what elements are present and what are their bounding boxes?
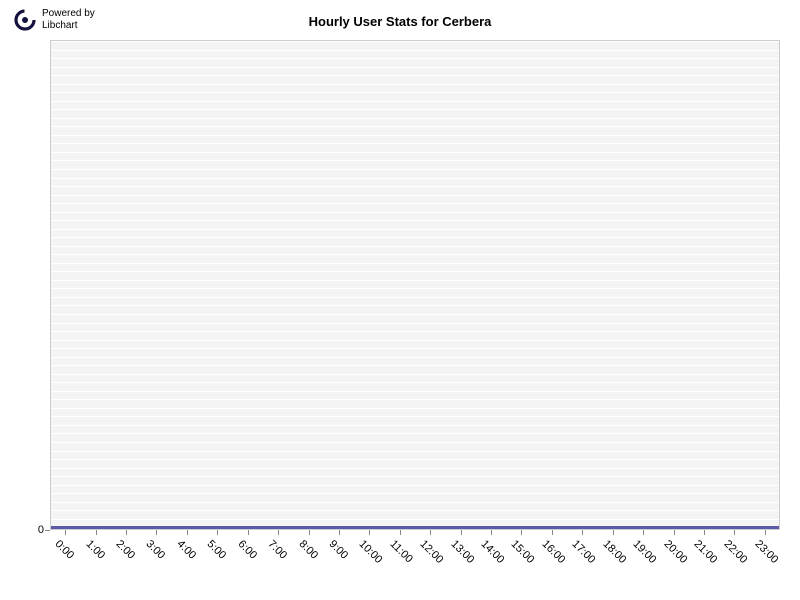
plot-area xyxy=(50,40,780,530)
gridline xyxy=(51,502,779,503)
gridline xyxy=(51,433,779,434)
gridline xyxy=(51,510,779,511)
gridline xyxy=(51,365,779,366)
gridline xyxy=(51,212,779,213)
gridline xyxy=(51,280,779,281)
branding-text: Powered by Libchart xyxy=(42,8,95,32)
gridline xyxy=(51,425,779,426)
gridline xyxy=(51,169,779,170)
gridline xyxy=(51,118,779,119)
gridline xyxy=(51,297,779,298)
gridline xyxy=(51,408,779,409)
gridline xyxy=(51,271,779,272)
x-axis-label: 20:00 xyxy=(661,538,689,566)
x-axis-label: 11:00 xyxy=(387,538,414,565)
gridline xyxy=(51,288,779,289)
gridline xyxy=(51,451,779,452)
x-axis-label: 2:00 xyxy=(114,538,138,562)
x-axis-label: 4:00 xyxy=(174,538,198,562)
x-axis-label: 22:00 xyxy=(722,538,750,566)
powered-by-line1: Powered by xyxy=(42,8,95,20)
gridline xyxy=(51,476,779,477)
x-axis-label: 19:00 xyxy=(631,538,659,566)
x-axis-label: 5:00 xyxy=(205,538,229,562)
gridline xyxy=(51,109,779,110)
x-axis-label: 17:00 xyxy=(570,538,598,566)
gridline xyxy=(51,331,779,332)
x-axis-label: 9:00 xyxy=(326,538,350,562)
gridline xyxy=(51,160,779,161)
gridline xyxy=(51,195,779,196)
gridline xyxy=(51,254,779,255)
gridline xyxy=(51,246,779,247)
gridline xyxy=(51,229,779,230)
gridline xyxy=(51,101,779,102)
x-axis-label: 16:00 xyxy=(539,538,567,566)
x-axis-label: 8:00 xyxy=(296,538,320,562)
gridline xyxy=(51,135,779,136)
gridline xyxy=(51,340,779,341)
gridline xyxy=(51,126,779,127)
gridline xyxy=(51,220,779,221)
gridline xyxy=(51,357,779,358)
gridline xyxy=(51,468,779,469)
gridline xyxy=(51,92,779,93)
gridline xyxy=(51,41,779,42)
x-axis-label: 15:00 xyxy=(509,538,537,566)
x-axis-label: 10:00 xyxy=(357,538,385,566)
x-axis-label: 14:00 xyxy=(479,538,507,566)
x-axis-label: 3:00 xyxy=(144,538,168,562)
gridline xyxy=(51,178,779,179)
y-tick-label: 0 xyxy=(38,524,44,536)
x-axis-label: 18:00 xyxy=(600,538,628,566)
gridline xyxy=(51,416,779,417)
x-axis-label: 7:00 xyxy=(266,538,290,562)
chart-title: Hourly User Stats for Cerbera xyxy=(309,14,492,29)
gridline xyxy=(51,237,779,238)
gridline xyxy=(51,399,779,400)
x-axis-label: 1:00 xyxy=(83,538,107,562)
gridline xyxy=(51,314,779,315)
gridline xyxy=(51,391,779,392)
x-axis-label: 13:00 xyxy=(448,538,476,566)
gridline xyxy=(51,50,779,51)
gridline xyxy=(51,485,779,486)
gridline xyxy=(51,442,779,443)
gridline xyxy=(51,143,779,144)
x-axis-label: 6:00 xyxy=(235,538,259,562)
gridline xyxy=(51,348,779,349)
powered-by-line2: Libchart xyxy=(42,20,95,32)
gridline xyxy=(51,67,779,68)
branding-block: Powered by Libchart xyxy=(14,8,95,32)
libchart-logo-icon xyxy=(14,9,36,31)
gridline xyxy=(51,152,779,153)
x-axis-label: 23:00 xyxy=(752,538,780,566)
gridline xyxy=(51,305,779,306)
gridline xyxy=(51,84,779,85)
gridline xyxy=(51,374,779,375)
x-axis-label: 12:00 xyxy=(418,538,446,566)
gridline xyxy=(51,58,779,59)
gridline xyxy=(51,493,779,494)
x-axis-label: 0:00 xyxy=(53,538,77,562)
gridline xyxy=(51,203,779,204)
y-tick-mark xyxy=(45,530,50,531)
x-axis-labels: 0:001:00 2:003:004:00 5:006:00 7:008:009:00… xyxy=(50,532,780,592)
x-axis-label: 21:00 xyxy=(691,538,719,566)
gridline xyxy=(51,75,779,76)
baseline-accent xyxy=(51,526,779,529)
gridline xyxy=(51,186,779,187)
gridline xyxy=(51,459,779,460)
gridlines xyxy=(51,41,779,529)
gridline xyxy=(51,382,779,383)
gridline xyxy=(51,263,779,264)
gridline xyxy=(51,323,779,324)
gridline xyxy=(51,519,779,520)
